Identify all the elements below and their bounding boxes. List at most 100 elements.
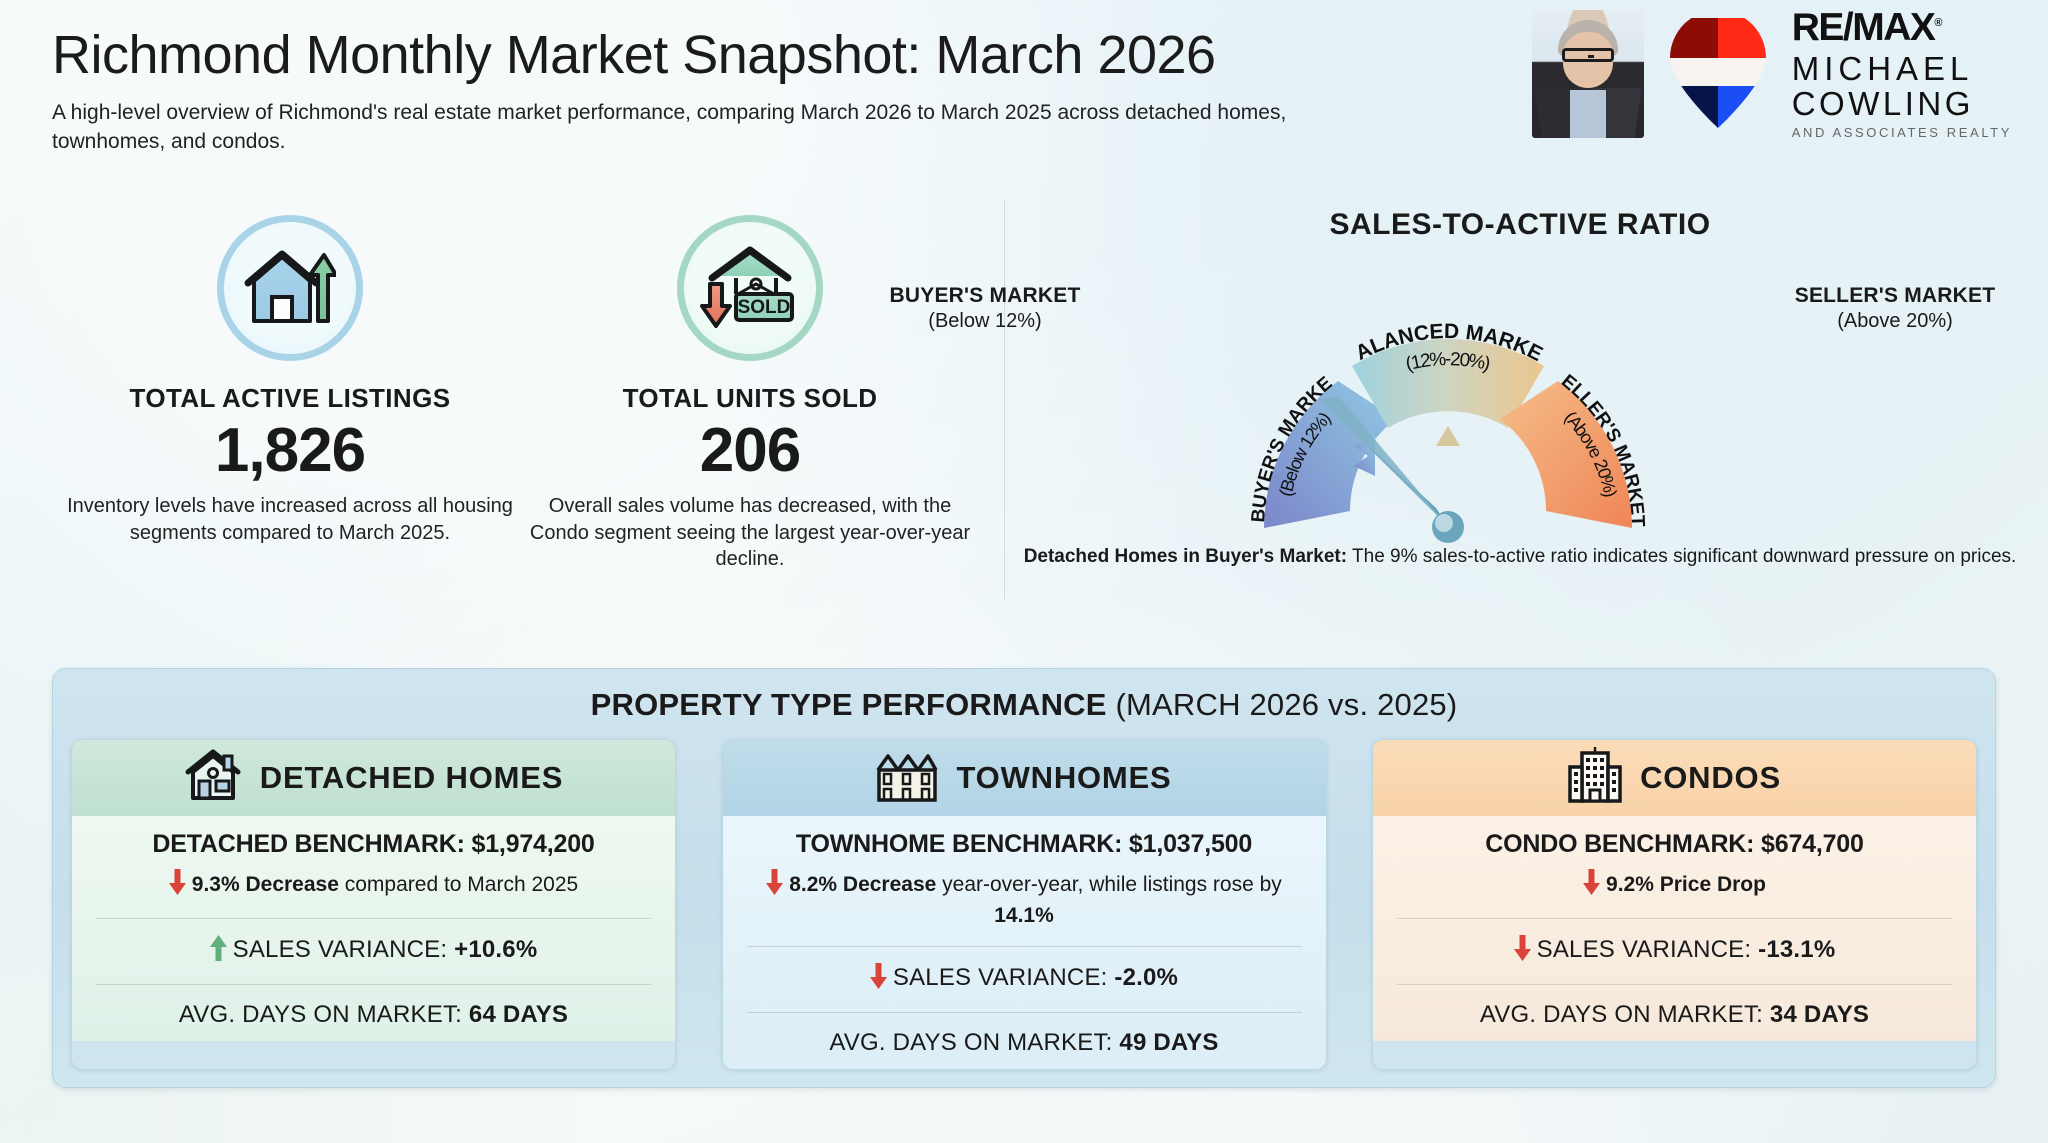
- sales-variance-row: SALES VARIANCE: -2.0%: [741, 962, 1308, 996]
- svg-text:SOLD: SOLD: [738, 297, 791, 318]
- sales-variance-label: SALES VARIANCE:: [1536, 936, 1759, 964]
- card-header: TOWNHOMES: [722, 740, 1326, 816]
- gauge-caption: Detached Homes in Buyer's Market: The 9%…: [1010, 544, 2030, 570]
- benchmark-value: TOWNHOME BENCHMARK: $1,037,500: [795, 830, 1253, 858]
- change-rest: compared to March 2025: [338, 873, 579, 896]
- gauge-notch-center: [1436, 426, 1460, 446]
- dom-value: 49 DAYS: [1119, 1028, 1219, 1056]
- sales-variance-row: SALES VARIANCE: +10.6%: [90, 935, 657, 968]
- page-subtitle: A high-level overview of Richmond's real…: [52, 101, 1287, 153]
- sales-variance-label: SALES VARIANCE:: [232, 936, 455, 964]
- days-on-market-row: AVG. DAYS ON MARKET: 49 DAYS: [741, 1029, 1308, 1057]
- gauge-dial: BUYER'S MARKET (Below 12%) BALANCED MARK…: [1168, 250, 1648, 543]
- dom-label: AVG. DAYS ON MARKET:: [1479, 1001, 1770, 1029]
- card-header: CONDOS: [1373, 740, 1976, 816]
- gauge-caption-bold: Detached Homes in Buyer's Market:: [1023, 546, 1348, 567]
- dom-label: AVG. DAYS ON MARKET:: [178, 1001, 469, 1029]
- arrow-down-icon: [766, 869, 784, 902]
- dom-value: 64 DAYS: [468, 1001, 569, 1029]
- benchmark-value: DETACHED BENCHMARK: $1,974,200: [152, 830, 595, 858]
- property-cards: DETACHED HOMES DETACHED BENCHMARK: $1,97…: [53, 739, 1995, 1070]
- property-type-performance-panel: PROPERTY TYPE PERFORMANCE (MARCH 2026 vs…: [52, 668, 1996, 1088]
- card-body: TOWNHOME BENCHMARK: $1,037,500 8.2% Decr…: [722, 816, 1326, 1069]
- kpi-total-units-sold: SOLD TOTAL UNITS SOLD 206 Overall sales …: [520, 215, 980, 573]
- sales-variance-value: -2.0%: [1114, 963, 1179, 991]
- arrow-down-icon: [168, 869, 186, 902]
- benchmark-change: 9.3% Decrease compared to March 2025: [90, 869, 657, 902]
- agent-last-name: COWLING: [1791, 85, 1974, 122]
- benchmark-change: 8.2% Decrease year-over-year, while list…: [741, 869, 1308, 930]
- card-divider: [96, 984, 651, 986]
- card-detached-homes[interactable]: DETACHED HOMES DETACHED BENCHMARK: $1,97…: [71, 739, 676, 1070]
- change-bold: 9.2% Price Drop: [1606, 873, 1766, 896]
- card-divider: [96, 918, 651, 920]
- arrow-down-icon: [869, 962, 887, 996]
- brand-block: RE/MAX® MICHAEL COWLING AND ASSOCIATES R…: [1531, 8, 2012, 139]
- apartment-building-icon: [1568, 746, 1622, 810]
- card-divider: [746, 1011, 1302, 1013]
- panel-title-normal: (MARCH 2026 vs. 2025): [1106, 687, 1458, 722]
- card-body: CONDO BENCHMARK: $674,700 9.2% Price Dro…: [1373, 816, 1976, 1042]
- kpi-label: TOTAL ACTIVE LISTINGS: [129, 383, 451, 413]
- sales-to-active-gauge-section: SALES-TO-ACTIVE RATIO BUYER'S MARKET (Be…: [890, 198, 2030, 608]
- page-title: Richmond Monthly Market Snapshot: March …: [52, 25, 1216, 85]
- card-title: DETACHED HOMES: [259, 760, 564, 795]
- benchmark-change: 9.2% Price Drop: [1391, 869, 1958, 902]
- gauge-left-label: BUYER'S MARKET (Below 12%): [889, 284, 1081, 333]
- card-header: DETACHED HOMES: [72, 740, 675, 816]
- remax-wordmark: RE/MAX: [1791, 6, 1936, 49]
- sales-variance-value: -13.1%: [1758, 936, 1836, 964]
- card-condos[interactable]: CONDOS CONDO BENCHMARK: $674,700 9.2% Pr…: [1372, 739, 1977, 1070]
- kpi-value: 206: [699, 416, 801, 485]
- kpi-description: Overall sales volume has decreased, with…: [529, 494, 971, 571]
- house-sold-down-arrow-icon: SOLD: [677, 215, 823, 361]
- arrow-down-icon: [1513, 935, 1531, 968]
- agent-first-name: MICHAEL: [1791, 50, 1974, 87]
- remax-balloon-icon: [1666, 17, 1770, 130]
- house-icon: [184, 748, 242, 809]
- sales-variance-label: SALES VARIANCE:: [892, 963, 1115, 991]
- change-bold-2: 14.1%: [994, 904, 1054, 928]
- kpi-label: TOTAL UNITS SOLD: [622, 383, 878, 413]
- kpi-group: TOTAL ACTIVE LISTINGS 1,826 Inventory le…: [60, 215, 980, 573]
- change-bold: 8.2% Decrease: [789, 873, 937, 896]
- gauge-title: SALES-TO-ACTIVE RATIO: [1329, 208, 1711, 241]
- card-divider: [1397, 984, 1952, 986]
- kpi-value: 1,826: [214, 416, 366, 485]
- kpi-description: Inventory levels have increased across a…: [67, 494, 513, 544]
- card-title: CONDOS: [1640, 760, 1781, 795]
- arrow-down-icon: [1583, 869, 1601, 902]
- card-divider: [1397, 918, 1952, 920]
- card-body: DETACHED BENCHMARK: $1,974,200 9.3% Decr…: [72, 816, 675, 1042]
- gauge-needle: [1320, 396, 1464, 543]
- house-up-arrow-icon: [217, 215, 363, 361]
- gauge-segment-buyers: [1264, 381, 1396, 528]
- trademark-symbol: ®: [1934, 17, 1942, 29]
- townhouse-icon: [876, 748, 939, 809]
- kpi-total-active-listings: TOTAL ACTIVE LISTINGS 1,826 Inventory le…: [60, 215, 520, 573]
- gauge-segment-sellers: [1500, 381, 1632, 528]
- brokerage-tagline: AND ASSOCIATES REALTY: [1791, 125, 2012, 140]
- gauge-segment-balanced: [1352, 338, 1544, 428]
- page-header: Richmond Monthly Market Snapshot: March …: [52, 25, 1532, 156]
- sales-variance-value: +10.6%: [454, 936, 538, 964]
- dom-label: AVG. DAYS ON MARKET:: [829, 1028, 1120, 1056]
- days-on-market-row: AVG. DAYS ON MARKET: 64 DAYS: [90, 1001, 657, 1029]
- card-divider: [746, 945, 1302, 947]
- card-title: TOWNHOMES: [956, 760, 1172, 795]
- card-townhomes[interactable]: TOWNHOMES TOWNHOME BENCHMARK: $1,037,500…: [721, 739, 1327, 1070]
- benchmark-value: CONDO BENCHMARK: $674,700: [1485, 830, 1864, 858]
- section-divider: [1004, 200, 1005, 600]
- panel-title: PROPERTY TYPE PERFORMANCE (MARCH 2026 vs…: [53, 687, 1995, 723]
- gauge-caption-rest: The 9% sales-to-active ratio indicates s…: [1347, 546, 2017, 567]
- gauge-right-label: SELLER'S MARKET (Above 20%): [1794, 284, 1996, 333]
- change-rest: year-over-year, while listings rose by: [936, 873, 1282, 896]
- dom-value: 34 DAYS: [1769, 1001, 1870, 1029]
- change-bold: 9.3% Decrease: [191, 873, 339, 896]
- arrow-up-icon: [209, 935, 227, 968]
- agent-headshot: [1531, 9, 1644, 138]
- days-on-market-row: AVG. DAYS ON MARKET: 34 DAYS: [1391, 1001, 1958, 1029]
- sales-variance-row: SALES VARIANCE: -13.1%: [1391, 935, 1958, 968]
- panel-title-bold: PROPERTY TYPE PERFORMANCE: [590, 687, 1107, 722]
- remax-logotype: RE/MAX® MICHAEL COWLING AND ASSOCIATES R…: [1792, 8, 2012, 139]
